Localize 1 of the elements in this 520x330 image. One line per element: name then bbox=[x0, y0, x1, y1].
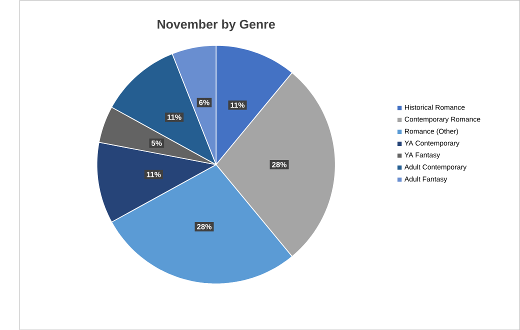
chart-title: November by Genre bbox=[158, 19, 275, 32]
